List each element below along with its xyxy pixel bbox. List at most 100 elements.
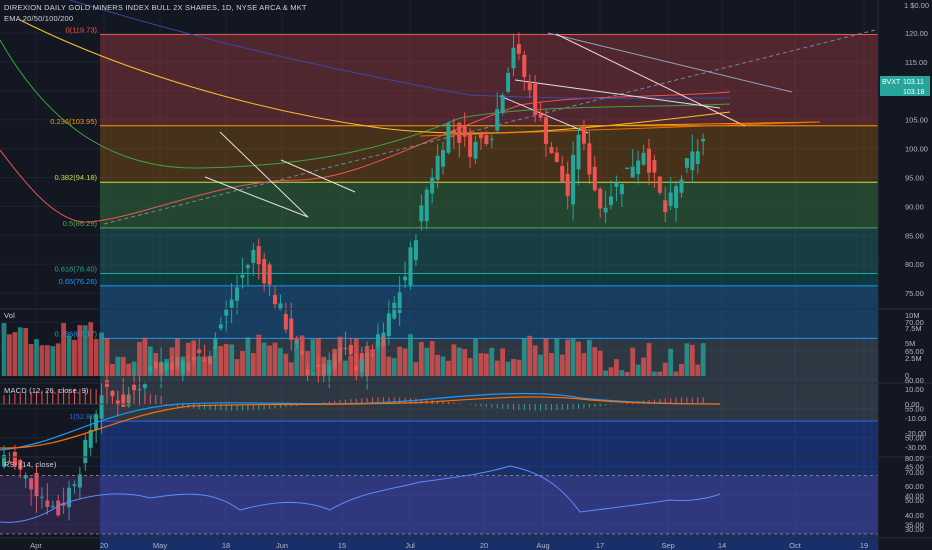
candle-body [609, 196, 614, 206]
candle-body [419, 205, 424, 222]
macd-tick-label: -30.00 [905, 443, 926, 452]
candle-body [251, 249, 256, 263]
candle-body [132, 384, 137, 391]
volume-bar [413, 362, 419, 376]
candle-body [413, 240, 418, 261]
candle-body [527, 82, 532, 91]
volume-bar [55, 343, 61, 376]
time-tick-label: 20 [100, 541, 108, 550]
volume-bar [310, 339, 316, 376]
candle-body [88, 429, 93, 448]
rsi-label: RSI (14, close) [4, 460, 57, 469]
fib-level-label: 0.382(94.18) [54, 173, 97, 182]
volume-bar [370, 349, 375, 376]
candle-body [690, 151, 695, 171]
volume-bar [375, 342, 381, 376]
trendline-drawings[interactable] [103, 29, 876, 225]
candle-body [245, 265, 250, 269]
candle-body [56, 500, 61, 516]
candle-body [484, 135, 489, 145]
channel-upper-line [219, 131, 309, 218]
volume-bar [695, 364, 701, 376]
volume-tick-label: 5M [905, 339, 915, 348]
volume-bar [66, 335, 72, 376]
volume-bar [521, 338, 527, 376]
candle-body [283, 313, 288, 330]
candle-body [641, 152, 646, 165]
candle-body [278, 303, 283, 310]
candle-body [218, 324, 223, 329]
fib-level-label: 1(52.86) [69, 412, 97, 421]
volume-bar [44, 345, 50, 376]
channel-mid-line [280, 159, 356, 193]
volume-bar [240, 351, 245, 376]
price-tick-label: 120.00 [905, 29, 928, 38]
volume-bar [581, 353, 587, 376]
fib-level-label: 0.786(67.17) [54, 329, 97, 338]
candle-body [99, 395, 104, 419]
fib-band [100, 285, 878, 339]
volume-bar [630, 347, 636, 376]
volume-bar [397, 346, 403, 376]
candle-body [240, 274, 245, 278]
volume-bar [586, 339, 592, 376]
volume-bar [72, 339, 77, 376]
volume-bar [7, 334, 12, 376]
volume-bar [223, 344, 229, 376]
volume-bar [592, 346, 598, 376]
candle-body [34, 472, 39, 497]
volume-bar [343, 360, 348, 376]
volume-bar [164, 358, 169, 376]
ema-20-line [0, 91, 731, 223]
volume-bar [446, 360, 451, 376]
wedge-descending-line [555, 33, 746, 127]
macd-label: MACD (12, 26, close, 9) [4, 386, 89, 395]
upper-wedge-line [547, 32, 793, 93]
volume-bar [12, 332, 18, 376]
volume-bar [34, 339, 39, 376]
candle-body [581, 126, 586, 144]
fib-band [100, 125, 878, 183]
candle-body [516, 44, 521, 54]
candle-body [7, 460, 12, 462]
volume-bar [191, 340, 197, 376]
candle-body [397, 292, 402, 313]
candle-body [430, 177, 435, 194]
candle-body [256, 246, 261, 265]
candle-body [619, 183, 624, 195]
candle-body [29, 478, 34, 490]
volume-bar [624, 371, 630, 376]
rsi-tick-label: 50.00 [905, 496, 924, 505]
volume-bar [99, 332, 104, 376]
volume-bar [646, 343, 652, 376]
volume-bar [565, 339, 571, 376]
volume-bar [391, 358, 397, 376]
rsi-tick-label: 80.00 [905, 454, 924, 463]
candle-body [549, 147, 554, 154]
time-tick-label: 18 [222, 541, 230, 550]
price-scale-unit: 1 $0.00 [904, 1, 929, 10]
volume-bar [527, 335, 533, 376]
fib-band [100, 421, 878, 550]
close-price-badge-value: 103.18 [903, 89, 925, 96]
candle-body [489, 138, 494, 140]
close-price-badge [880, 86, 930, 96]
volume-bar [440, 356, 446, 376]
volume-bar [175, 338, 180, 376]
macd-tick-label: 10.00 [905, 385, 924, 394]
volume-bar [348, 355, 354, 376]
volume-bar [402, 348, 408, 376]
price-axis[interactable]: 120.00115.00110.00105.00100.0095.0090.00… [880, 29, 930, 550]
macd-signal-line [0, 396, 721, 449]
candle-body [625, 167, 630, 169]
time-axis[interactable]: Apr 20 May 18 Jun 15 Jul 20 Aug 17 Sep 14 Oct 19 [30, 541, 868, 550]
volume-bar [321, 356, 327, 376]
price-tick-label: 100.00 [905, 145, 928, 154]
fib-retracement[interactable]: 0(119.73) 0.236(103.95) 0.382(94.18) 0.5(86… [50, 26, 878, 550]
volume-bar [700, 343, 706, 376]
volume-bar [652, 371, 657, 376]
time-tick-label: Oct [789, 541, 802, 550]
time-tick-label: May [153, 541, 167, 550]
volume-bar [104, 338, 110, 376]
